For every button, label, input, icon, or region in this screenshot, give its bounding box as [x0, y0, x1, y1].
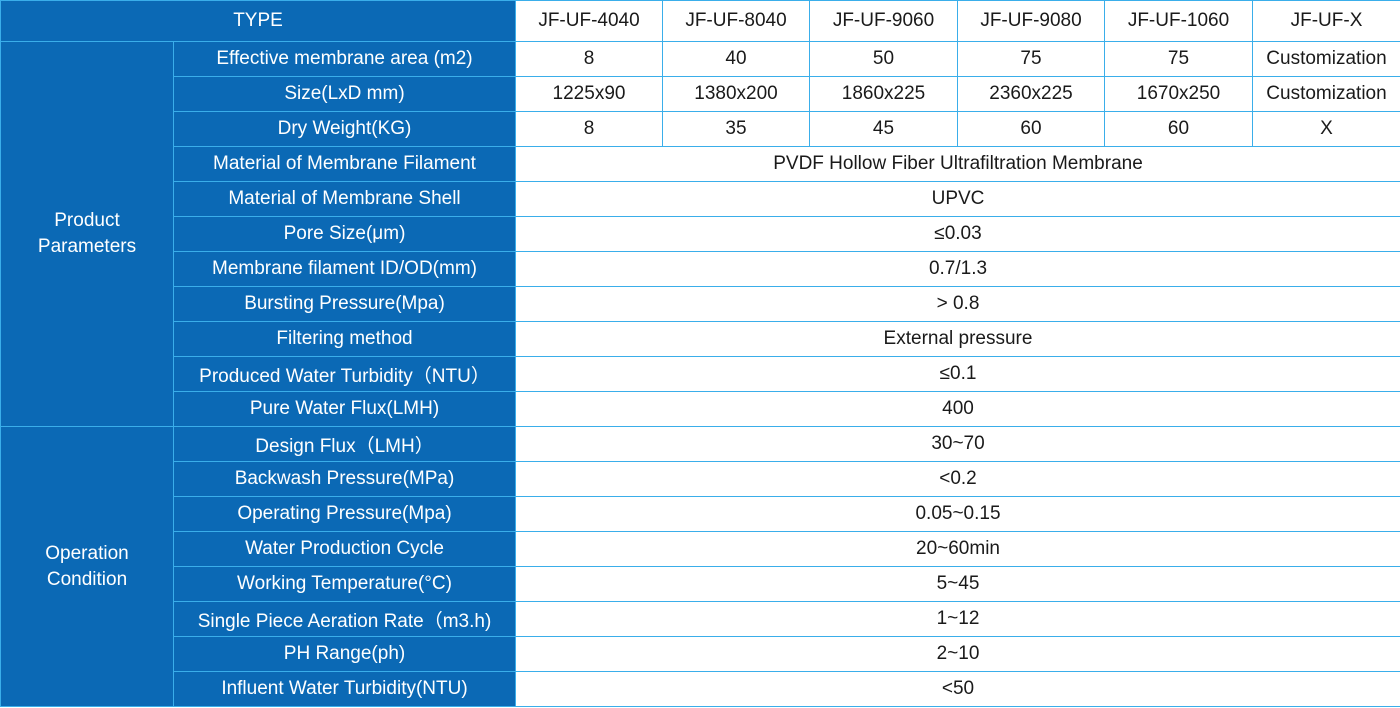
table-row: Pure Water Flux(LMH) 400	[1, 391, 1400, 427]
param-value: 60	[957, 111, 1105, 147]
param-label: Material of Membrane Filament	[173, 146, 516, 182]
table-row: Working Temperature(°C) 5~45	[1, 566, 1400, 602]
param-value: 40	[662, 41, 810, 77]
table-row: TYPE JF-UF-4040 JF-UF-8040 JF-UF-9060 JF-UF-…	[0, 0, 1400, 42]
param-value: Customization	[1252, 76, 1400, 112]
table-row: Membrane filament ID/OD(mm) 0.7/1.3	[1, 251, 1400, 287]
table-row: Dry Weight(KG) 8 35 45 60 60 X	[1, 111, 1400, 147]
param-value: 0.05~0.15	[515, 496, 1400, 532]
param-label: Pore Size(μm)	[173, 216, 516, 252]
table-row: Single Piece Aeration Rate（m3.h) 1~12	[1, 601, 1400, 637]
table-row: Operation Condition Design Flux（LMH） 30~70	[0, 426, 1400, 707]
param-value: <0.2	[515, 461, 1400, 497]
param-value: 30~70	[515, 426, 1400, 462]
param-label: Influent Water Turbidity(NTU)	[173, 671, 516, 707]
param-label: Pure Water Flux(LMH)	[173, 391, 516, 427]
table-row: Backwash Pressure(MPa) <0.2	[1, 461, 1400, 497]
table-row: Material of Membrane Filament PVDF Hollow…	[1, 146, 1400, 182]
param-value: X	[1252, 111, 1400, 147]
param-label: Effective membrane area (m2)	[173, 41, 516, 77]
param-value: 1~12	[515, 601, 1400, 637]
param-value: 8	[515, 41, 663, 77]
model-header: JF-UF-4040	[515, 0, 663, 42]
param-value: 20~60min	[515, 531, 1400, 567]
param-label: Membrane filament ID/OD(mm)	[173, 251, 516, 287]
param-label: Size(LxD mm)	[173, 76, 516, 112]
param-value: 1225x90	[515, 76, 663, 112]
model-header: JF-UF-X	[1252, 0, 1400, 42]
table-row: Operating Pressure(Mpa) 0.05~0.15	[1, 496, 1400, 532]
param-value: External pressure	[515, 321, 1400, 357]
param-value: 1380x200	[662, 76, 810, 112]
param-label: PH Range(ph)	[173, 636, 516, 672]
model-header: JF-UF-8040	[662, 0, 810, 42]
param-value: 75	[1104, 41, 1253, 77]
param-label: Design Flux（LMH）	[173, 426, 516, 462]
param-value: 1670x250	[1104, 76, 1253, 112]
param-value: 5~45	[515, 566, 1400, 602]
table-row: Size(LxD mm) 1225x90 1380x200 1860x225 2360x…	[1, 76, 1400, 112]
table-row: PH Range(ph) 2~10	[1, 636, 1400, 672]
param-value: 45	[809, 111, 958, 147]
type-header: TYPE	[0, 0, 516, 42]
param-label: Working Temperature(°C)	[173, 566, 516, 602]
param-value: Customization	[1252, 41, 1400, 77]
param-value: > 0.8	[515, 286, 1400, 322]
param-value: UPVC	[515, 181, 1400, 217]
param-value: <50	[515, 671, 1400, 707]
param-value: 60	[1104, 111, 1253, 147]
param-value: ≤0.03	[515, 216, 1400, 252]
table-row: Bursting Pressure(Mpa) > 0.8	[1, 286, 1400, 322]
param-label: Single Piece Aeration Rate（m3.h)	[173, 601, 516, 637]
param-label: Filtering method	[173, 321, 516, 357]
param-value: 400	[515, 391, 1400, 427]
param-label: Material of Membrane Shell	[173, 181, 516, 217]
group-label: Operation Condition	[0, 426, 174, 707]
model-header: JF-UF-9060	[809, 0, 958, 42]
param-value: 0.7/1.3	[515, 251, 1400, 287]
param-value: 2360x225	[957, 76, 1105, 112]
param-label: Operating Pressure(Mpa)	[173, 496, 516, 532]
model-header: JF-UF-1060	[1104, 0, 1253, 42]
group-label: Product Parameters	[0, 41, 174, 427]
param-value: 50	[809, 41, 958, 77]
table-row: Produced Water Turbidity（NTU） ≤0.1	[1, 356, 1400, 392]
table-row: Pore Size(μm) ≤0.03	[1, 216, 1400, 252]
table-row: Product Parameters Effective membrane are…	[0, 41, 1400, 427]
param-label: Dry Weight(KG)	[173, 111, 516, 147]
param-value: 2~10	[515, 636, 1400, 672]
param-value: 1860x225	[809, 76, 958, 112]
param-value: 35	[662, 111, 810, 147]
table-row: Water Production Cycle 20~60min	[1, 531, 1400, 567]
param-value: 8	[515, 111, 663, 147]
param-label: Water Production Cycle	[173, 531, 516, 567]
param-value: PVDF Hollow Fiber Ultrafiltration Membra…	[515, 146, 1400, 182]
param-label: Bursting Pressure(Mpa)	[173, 286, 516, 322]
table-row: Material of Membrane Shell UPVC	[1, 181, 1400, 217]
model-header: JF-UF-9080	[957, 0, 1105, 42]
param-value: ≤0.1	[515, 356, 1400, 392]
param-value: 75	[957, 41, 1105, 77]
table-row: Filtering method External pressure	[1, 321, 1400, 357]
param-label: Backwash Pressure(MPa)	[173, 461, 516, 497]
param-label: Produced Water Turbidity（NTU）	[173, 356, 516, 392]
table-row: Influent Water Turbidity(NTU) <50	[1, 671, 1400, 707]
